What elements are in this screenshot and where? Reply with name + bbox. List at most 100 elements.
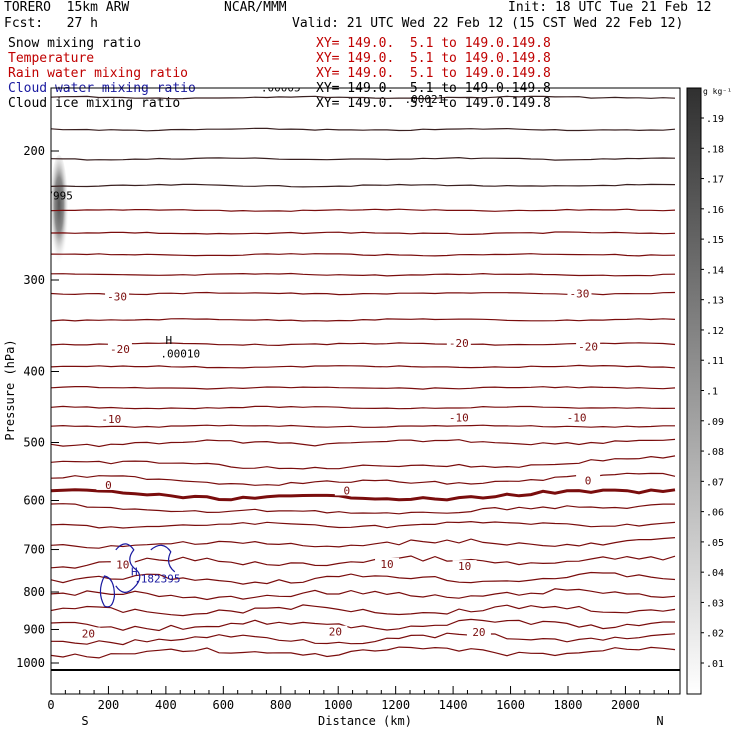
y-tick-label: 300	[23, 273, 45, 287]
y-tick-label: 800	[23, 585, 45, 599]
isotherm-label-bg	[567, 287, 592, 299]
isotherm-label: -30	[570, 288, 590, 301]
y-axis-label: Pressure (hPa)	[3, 339, 17, 440]
isotherm-line	[51, 604, 676, 617]
x-tick-label: 2000	[611, 698, 640, 712]
isotherm-line	[51, 503, 675, 515]
isotherm-line	[51, 231, 676, 236]
isotherm-label: 20	[82, 627, 95, 640]
isotherm-label: 10	[380, 558, 393, 571]
isotherm-label: 0	[105, 479, 112, 492]
isotherm-label: 10	[458, 560, 471, 573]
legend-snow: Snow mixing ratio	[8, 36, 142, 51]
plot-area: -30 -30 -20 -20 -20 -10 -10 -10 0 0 0 10 10 10 20 20 20 H…	[46, 20, 680, 671]
isotherm-line	[51, 342, 676, 347]
isotherm-line	[51, 571, 676, 585]
isotherm-label: 20	[329, 626, 342, 639]
isotherm-label: -30	[107, 291, 127, 304]
x-tick-label: 0	[47, 698, 54, 712]
colorbar-unit: g kg⁻¹	[703, 87, 732, 96]
colorbar-tick-label: .17	[706, 175, 724, 186]
legend-cloud-ice: Cloud ice mixing ratio	[8, 96, 181, 111]
isotherm-line	[51, 127, 676, 132]
colorbar-tick-label: .13	[706, 296, 724, 307]
cloud-water-contour	[115, 543, 176, 593]
isotherm-line	[51, 156, 676, 161]
axes: 0 200 400 600 800 1000 1200 1400 1600 1800 2000200…	[3, 87, 681, 728]
colorbar-tick-label: .19	[706, 114, 724, 125]
model-title: TORERO 15km ARW	[4, 0, 130, 15]
isotherm-line	[51, 405, 676, 410]
isotherm-label: 0	[585, 474, 592, 487]
x-tick-label: 400	[155, 698, 177, 712]
x-tick-label: 800	[270, 698, 292, 712]
isotherm-line	[51, 20, 675, 23]
legend-rain-xy: XY= 149.0. 5.1 to 149.0.149.8	[316, 66, 551, 81]
isotherm-label: 0	[344, 484, 351, 497]
y-tick-label: 1000	[16, 656, 45, 670]
isotherm-line	[51, 386, 676, 390]
isotherm-line	[51, 520, 676, 529]
y-tick-label: 900	[23, 622, 45, 636]
isotherm-label: 20	[472, 626, 485, 639]
colorbar-tick-label: .1	[706, 387, 718, 398]
extremum-label: .00010	[160, 348, 200, 361]
extremum-label: H	[412, 66, 419, 79]
isotherm-label-bg	[375, 557, 400, 569]
extremum-label: .00005	[261, 82, 301, 95]
isotherm-line	[51, 588, 676, 601]
colorbar-tick-label: .11	[706, 356, 724, 367]
x-tick-label: 1000	[324, 698, 353, 712]
isotherm-label: -20	[449, 337, 469, 350]
isotherm-label-bg	[96, 478, 121, 490]
isotherm-label-bg	[446, 336, 471, 348]
colorbar-tick-label: .04	[706, 568, 724, 579]
extremum-label: 7995	[46, 190, 73, 203]
x-tick-label: 600	[212, 698, 234, 712]
extremum-label: .00021	[405, 93, 445, 106]
isotherm-line	[51, 208, 676, 212]
legend-rain: Rain water mixing ratio	[8, 66, 189, 81]
extremum-label: H	[165, 334, 172, 347]
isotherm-label: -20	[578, 340, 598, 353]
y-tick-label: 200	[23, 144, 45, 158]
isotherm-line	[51, 253, 676, 257]
isotherm-line	[51, 60, 675, 62]
colorbar-tick-label: .18	[706, 144, 724, 155]
colorbar-tick-label: .09	[706, 417, 724, 428]
isotherm-label-bg	[576, 340, 601, 352]
isotherm-label: 10	[116, 558, 129, 571]
init-time: Init: 18 UTC Tue 21 Feb 12	[508, 0, 712, 15]
colorbar-tick-label: .06	[706, 508, 724, 519]
x-tick-label: 1400	[439, 698, 468, 712]
cloud-water-contour	[99, 575, 116, 608]
isotherm-line	[51, 272, 676, 277]
isotherm-line	[51, 455, 676, 470]
agency-label: NCAR/MMM	[224, 0, 287, 15]
isotherm-label: -10	[101, 413, 121, 426]
right-endpoint-label: N	[656, 714, 663, 728]
colorbar-tick-label: .03	[706, 598, 724, 609]
x-axis-label: Distance (km)	[318, 714, 412, 728]
colorbar-tick-label: .07	[706, 477, 724, 488]
extremum-label: .00006	[494, 74, 534, 87]
y-tick-label: 500	[23, 435, 45, 449]
isotherm-line	[51, 488, 676, 502]
isotherm-line	[51, 618, 675, 632]
isotherm-label-bg	[466, 626, 491, 638]
colorbar-tick-label: .08	[706, 447, 724, 458]
isotherm-label: -10	[567, 411, 587, 424]
isotherm-line	[51, 364, 676, 369]
colorbar-tick-label: .16	[706, 205, 724, 216]
isotherm-line	[51, 183, 676, 188]
legend-temperature: Temperature	[8, 51, 95, 66]
colorbar-tick-label: .01	[706, 659, 724, 670]
isotherm-line	[51, 318, 676, 322]
isotherm-label-bg	[105, 290, 130, 302]
valid-time: Valid: 21 UTC Wed 22 Feb 12 (15 CST Wed …	[292, 16, 684, 31]
forecast-hour: Fcst: 27 h	[4, 16, 98, 31]
isotherm-label-bg	[76, 627, 101, 639]
legend-temperature-xy: XY= 149.0. 5.1 to 149.0.149.8	[316, 51, 551, 66]
isotherm-line	[51, 424, 675, 428]
